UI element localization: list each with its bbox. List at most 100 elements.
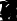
Point (10, 5, 11, 6)
Point (13, 5, 14, 6)
Point (10, 5, 11, 6)
Point (10, 5, 11, 6)
Point (10, 4, 11, 5)
Point (10, 5, 11, 6)
Point (11, 5, 12, 6)
Point (10, 5, 11, 6)
Point (13, 5, 14, 6)
Point (10, 5, 11, 6)
Point (10, 5, 11, 6)
Point (13, 4, 14, 5)
Point (14, 5, 15, 6)
Point (12, 5, 13, 6)
Point (11, 5, 12, 6)
Point (10, 5, 11, 6)
Point (14, 5, 15, 6)
Ellipse shape (9, 14, 12, 16)
Point (12, 4, 13, 5)
Point (12, 5, 13, 6)
Point (13, 5, 14, 6)
Point (10, 5, 11, 6)
Point (12, 5, 13, 6)
Point (13, 5, 14, 6)
Point (12, 5, 13, 6)
Point (10, 5, 11, 6)
Point (13, 5, 14, 6)
Point (11, 5, 12, 6)
Point (13, 5, 14, 6)
Point (11, 5, 12, 6)
Point (11, 5, 12, 6)
Point (12, 5, 13, 6)
Point (13, 5, 14, 6)
Point (11, 5, 12, 6)
Point (11, 5, 12, 6)
Point (10, 5, 11, 6)
Point (11, 4, 12, 5)
Point (11, 5, 12, 6)
Point (13, 5, 14, 6)
Point (12, 5, 13, 6)
Text: 8: 8 (4, 0, 17, 21)
Point (12, 5, 13, 6)
Point (12, 5, 13, 6)
Point (13, 4, 14, 5)
Point (10, 4, 11, 5)
Polygon shape (7, 5, 8, 7)
Point (10, 5, 11, 6)
Point (10, 5, 11, 6)
Point (12, 5, 13, 6)
Point (13, 5, 14, 6)
Point (11, 5, 12, 6)
Point (11, 5, 12, 6)
Point (10, 5, 11, 6)
Text: 3: 3 (0, 0, 15, 21)
Point (11, 5, 12, 6)
Point (11, 5, 12, 6)
Point (10, 5, 11, 6)
Point (12, 5, 13, 6)
Point (11, 5, 12, 6)
Point (13, 4, 14, 5)
Point (10, 5, 11, 6)
Point (11, 5, 12, 6)
Point (10, 5, 11, 6)
Point (10, 5, 11, 6)
Point (13, 5, 14, 6)
Point (12, 5, 13, 6)
Point (12, 4, 13, 5)
Point (11, 5, 12, 6)
Point (12, 5, 13, 6)
Point (12, 5, 13, 6)
Point (14, 5, 15, 6)
Point (11, 5, 12, 6)
Point (10, 5, 11, 6)
Point (11, 5, 12, 6)
Point (11, 5, 12, 6)
Point (13, 5, 14, 6)
Point (10, 5, 11, 6)
Point (11, 5, 12, 6)
Point (11, 5, 12, 6)
FancyBboxPatch shape (10, 4, 15, 6)
Point (10, 5, 11, 6)
Point (12, 5, 13, 6)
Point (10, 5, 11, 6)
Point (14, 5, 15, 6)
Point (10, 5, 11, 6)
Point (12, 5, 13, 6)
Point (12, 5, 13, 6)
Point (12, 5, 13, 6)
Point (14, 5, 15, 6)
Point (10, 5, 11, 6)
Point (13, 5, 14, 6)
Point (10, 5, 11, 6)
Point (14, 5, 15, 6)
Point (11, 5, 12, 6)
Point (11, 5, 12, 6)
Point (13, 5, 14, 6)
Point (11, 5, 12, 6)
Point (11, 5, 12, 6)
FancyBboxPatch shape (10, 4, 15, 7)
Point (13, 5, 14, 6)
